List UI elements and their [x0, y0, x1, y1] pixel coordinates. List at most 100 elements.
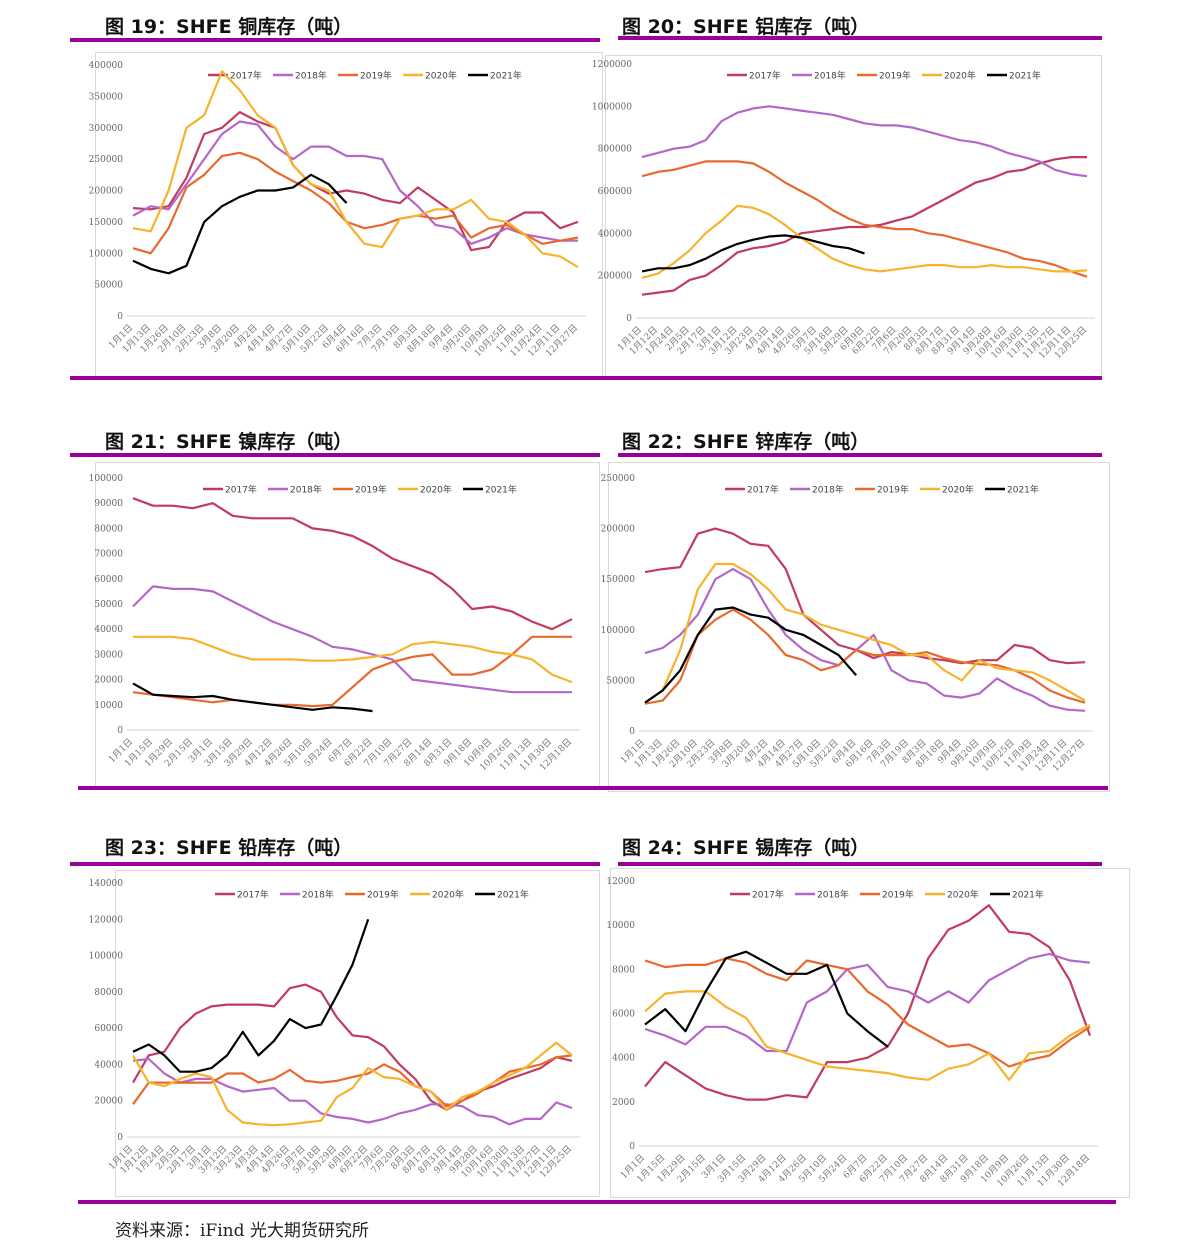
legend-label: 2017年 [237, 889, 269, 901]
legend-label: 2021年 [1007, 484, 1039, 496]
series-line-2018 [641, 105, 1088, 178]
legend-label: 2018年 [295, 70, 327, 82]
legend-label: 2018年 [290, 484, 322, 496]
y-tick-label: 30000 [94, 650, 123, 660]
title-rule [70, 38, 600, 42]
legend-label: 2020年 [425, 70, 457, 82]
y-tick-label: 8000 [612, 965, 635, 975]
legend-label: 2020年 [947, 889, 979, 901]
series-line-2018 [132, 585, 572, 694]
y-tick-label: 70000 [94, 550, 123, 560]
y-tick-label: 4000 [612, 1054, 635, 1064]
series-line-2020 [644, 990, 1091, 1081]
y-tick-label: 1200000 [592, 60, 632, 70]
y-tick-label: 90000 [94, 499, 123, 509]
chart-title-tin: 图 24：SHFE 锡库存（吨） [622, 837, 870, 859]
y-tick-label: 0 [629, 727, 635, 737]
chart-frame-zinc [608, 462, 1110, 792]
y-tick-label: 150000 [601, 575, 636, 585]
y-tick-label: 6000 [612, 1010, 635, 1020]
title-rule [618, 862, 1102, 866]
legend-label: 2019年 [882, 889, 914, 901]
title-rule [70, 862, 600, 866]
legend-label: 2019年 [367, 889, 399, 901]
legend-label: 2018年 [812, 484, 844, 496]
series-line-2017 [644, 527, 1086, 665]
y-tick-label: 50000 [94, 281, 123, 291]
series-line-2018 [132, 1057, 573, 1126]
y-tick-label: 0 [626, 314, 632, 324]
series-line-2019 [641, 160, 1088, 278]
legend-label: 2018年 [814, 70, 846, 82]
series-line-2018 [644, 952, 1091, 1053]
y-tick-label: 80000 [94, 988, 123, 998]
legend-label: 2017年 [225, 484, 257, 496]
legend-label: 2020年 [942, 484, 974, 496]
legend-label: 2021年 [497, 889, 529, 901]
y-tick-label: 12000 [606, 877, 635, 887]
series-line-2020 [644, 562, 1086, 704]
series-line-2021 [132, 173, 348, 275]
series-line-2021 [132, 918, 370, 1073]
y-tick-label: 100000 [89, 474, 124, 484]
y-tick-label: 800000 [598, 145, 633, 155]
chart-frame-lead [115, 870, 600, 1197]
chart-title-lead: 图 23：SHFE 铅库存（吨） [105, 837, 353, 859]
chart-title-aluminum: 图 20：SHFE 铝库存（吨） [622, 16, 870, 38]
y-tick-label: 100000 [89, 249, 124, 259]
y-tick-label: 0 [629, 1142, 635, 1152]
legend-label: 2021年 [1009, 70, 1041, 82]
legend-label: 2019年 [360, 70, 392, 82]
y-tick-label: 50000 [94, 600, 123, 610]
series-line-2018 [644, 567, 1086, 712]
legend-label: 2020年 [432, 889, 464, 901]
y-tick-label: 10000 [606, 921, 635, 931]
bottom-rule [78, 786, 1108, 790]
legend-label: 2020年 [944, 70, 976, 82]
series-line-2017 [641, 156, 1087, 296]
chart-title-copper: 图 19：SHFE 铜库存（吨） [105, 16, 353, 38]
y-tick-label: 400000 [89, 61, 124, 71]
legend-label: 2017年 [747, 484, 779, 496]
y-tick-label: 20000 [94, 676, 123, 686]
y-tick-label: 600000 [598, 187, 633, 197]
legend-label: 2021年 [1012, 889, 1044, 901]
series-line-2021 [644, 606, 858, 704]
y-tick-label: 0 [117, 1133, 123, 1143]
series-line-2020 [132, 70, 579, 269]
y-tick-label: 350000 [89, 92, 124, 102]
legend-label: 2020年 [420, 484, 452, 496]
title-rule [70, 453, 600, 457]
y-tick-label: 20000 [94, 1097, 123, 1107]
y-tick-label: 40000 [94, 1060, 123, 1070]
chart-title-zinc: 图 22：SHFE 锌库存（吨） [622, 431, 870, 453]
legend-label: 2021年 [485, 484, 517, 496]
series-line-2021 [641, 234, 865, 273]
y-tick-label: 0 [117, 312, 123, 322]
y-tick-label: 100000 [601, 626, 636, 636]
chart-frame-tin [610, 868, 1130, 1198]
legend-label: 2018年 [302, 889, 334, 901]
series-line-2019 [132, 151, 579, 255]
series-line-2019 [132, 635, 572, 708]
y-tick-label: 0 [117, 726, 123, 736]
y-tick-label: 140000 [89, 879, 124, 889]
legend-label: 2019年 [877, 484, 909, 496]
legend-label: 2018年 [817, 889, 849, 901]
bottom-rule [70, 376, 1102, 380]
y-tick-label: 250000 [601, 474, 636, 484]
y-tick-label: 80000 [94, 524, 123, 534]
series-line-2021 [132, 682, 373, 713]
y-tick-label: 250000 [89, 155, 124, 165]
chart-title-nickel: 图 21：SHFE 镍库存（吨） [105, 431, 353, 453]
y-tick-label: 1000000 [592, 102, 632, 112]
series-line-2021 [644, 950, 889, 1048]
y-tick-label: 200000 [598, 272, 633, 282]
y-tick-label: 2000 [612, 1098, 635, 1108]
bottom-rule [78, 1200, 1116, 1204]
legend-label: 2019年 [355, 484, 387, 496]
y-tick-label: 150000 [89, 218, 124, 228]
series-line-2020 [132, 1041, 573, 1127]
title-rule [618, 453, 1102, 457]
